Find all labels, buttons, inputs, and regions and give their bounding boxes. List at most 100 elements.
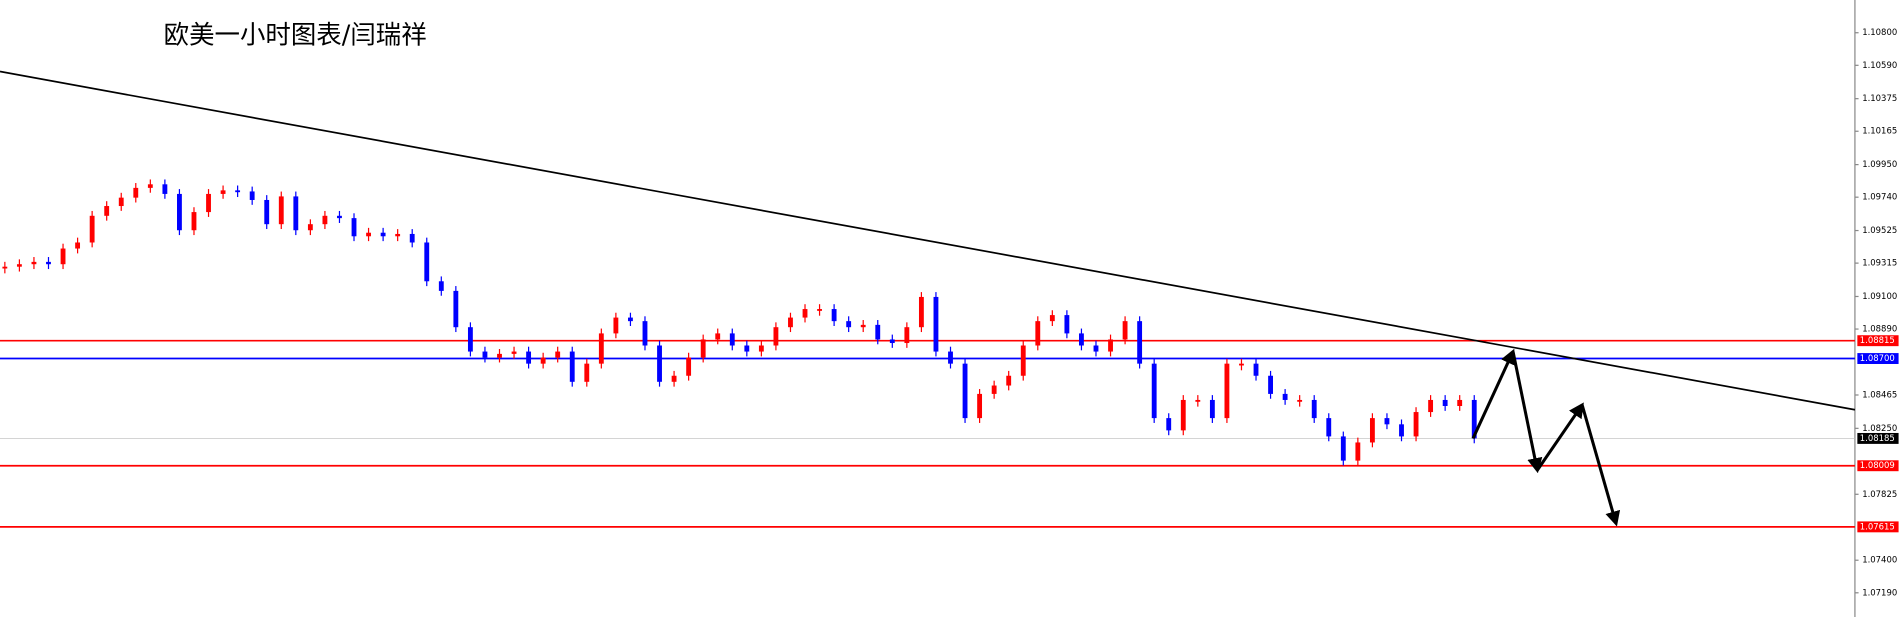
projection-arrow: [1511, 351, 1543, 474]
candle: [1064, 315, 1070, 334]
y-tick-label: 1.08890: [1862, 324, 1897, 334]
y-tick-label: 1.08250: [1862, 423, 1897, 433]
candle: [889, 339, 895, 344]
candle: [991, 385, 997, 394]
candle: [1282, 393, 1288, 400]
candle: [497, 353, 502, 358]
candle: [628, 317, 633, 322]
candle: [918, 296, 924, 328]
candle: [322, 215, 328, 225]
level-tag: [1857, 335, 1899, 347]
projection-arrow: [1471, 348, 1515, 440]
candle: [1195, 399, 1201, 402]
candle: [424, 242, 430, 282]
candle: [206, 193, 211, 213]
candle: [1108, 339, 1113, 352]
projection-arrow: [1536, 402, 1584, 472]
candle: [1428, 399, 1434, 413]
candle: [1020, 345, 1026, 376]
chart-title: 欧美一小时图表/闫瑞祥: [164, 20, 427, 50]
candle: [540, 357, 546, 364]
projection-arrow: [1580, 404, 1621, 527]
candle: [569, 351, 575, 382]
level-label: 1.08700: [1860, 353, 1895, 363]
candle: [438, 281, 444, 291]
y-tick-label: 1.09100: [1862, 291, 1897, 301]
candle: [526, 351, 532, 364]
candle: [671, 375, 677, 382]
candle: [220, 190, 226, 194]
candle: [788, 317, 793, 328]
candle: [686, 357, 692, 376]
candle: [1442, 399, 1448, 407]
y-tick-label: 1.10375: [1862, 93, 1897, 103]
y-tick-label: 1.09315: [1862, 258, 1897, 268]
candle: [1457, 399, 1463, 407]
candle: [1311, 399, 1317, 419]
y-tick-label: 1.07190: [1862, 587, 1897, 597]
candle: [613, 317, 619, 334]
candle: [875, 324, 881, 340]
candle: [1253, 363, 1259, 376]
candle: [89, 215, 95, 243]
level-label: 1.07615: [1860, 521, 1895, 531]
candle: [1326, 418, 1332, 437]
y-tick-label: 1.07400: [1862, 555, 1897, 565]
candle: [482, 351, 488, 358]
candle: [555, 351, 561, 358]
candle: [1166, 418, 1172, 431]
y-tick-label: 1.10590: [1862, 60, 1897, 70]
candle: [1384, 418, 1390, 425]
candle: [758, 345, 764, 352]
candle: [2, 266, 8, 269]
y-tick-label: 1.08465: [1862, 389, 1897, 399]
candle: [904, 327, 910, 344]
level-tag: [1857, 521, 1899, 533]
candle: [380, 232, 386, 237]
candle: [642, 321, 648, 346]
candle: [75, 242, 81, 249]
level-label: 1.08009: [1860, 460, 1895, 470]
candle: [657, 345, 662, 382]
candle: [235, 190, 241, 193]
candle: [962, 363, 968, 419]
candle: [395, 233, 401, 237]
candle: [1268, 375, 1273, 394]
candle: [744, 345, 750, 352]
candle: [1180, 399, 1186, 431]
candle: [1471, 399, 1477, 439]
candle: [264, 199, 270, 225]
candle: [366, 232, 371, 237]
candle: [1224, 363, 1230, 419]
candle: [104, 206, 110, 216]
level-tag: [1857, 353, 1899, 364]
candle: [46, 261, 51, 265]
candle: [1340, 436, 1346, 461]
candle: [293, 196, 299, 231]
y-tick-label: 1.09525: [1862, 225, 1897, 235]
candle: [467, 327, 473, 352]
candle: [409, 233, 415, 243]
candle: [933, 296, 939, 352]
y-tick-label: 1.10165: [1862, 126, 1897, 136]
candle: [1035, 321, 1041, 346]
candle: [1093, 345, 1099, 352]
candle: [1369, 418, 1375, 443]
level-label: 1.08815: [1860, 335, 1895, 345]
candle: [1413, 412, 1419, 437]
candle: [453, 290, 459, 328]
candle: [948, 351, 953, 364]
candle: [147, 184, 153, 188]
candle: [817, 309, 822, 311]
level-tag: [1857, 432, 1899, 444]
level-tag: [1857, 460, 1899, 472]
candle: [1049, 315, 1055, 322]
candle: [977, 393, 983, 419]
candle: [700, 339, 706, 358]
candle: [802, 309, 808, 318]
trendline: [0, 70, 1856, 411]
candle: [133, 187, 139, 198]
candle: [60, 248, 66, 265]
candle: [831, 309, 837, 322]
